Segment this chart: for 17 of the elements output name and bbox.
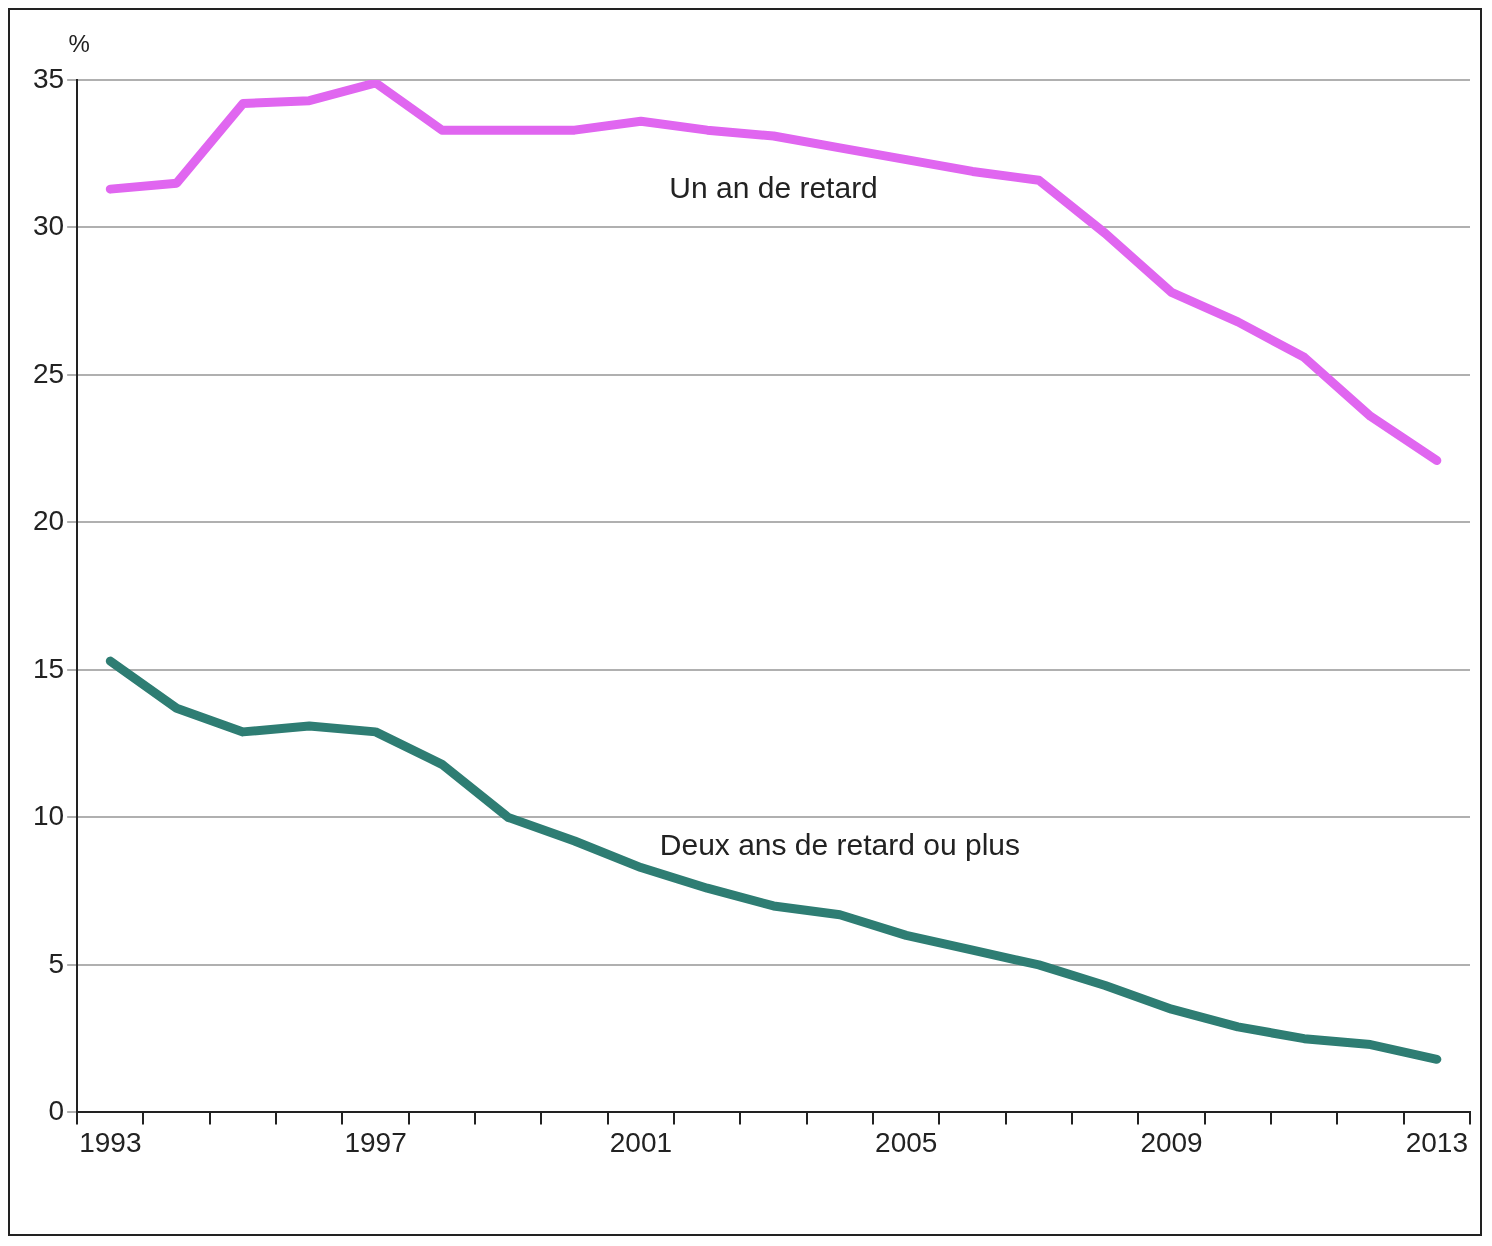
y-tick-label: 10 bbox=[32, 800, 65, 832]
y-axis-title: % bbox=[68, 30, 90, 57]
x-tick-label: 2009 bbox=[1140, 1126, 1203, 1158]
y-tick-label: 15 bbox=[32, 652, 65, 684]
y-tick-label: 25 bbox=[32, 357, 65, 389]
x-tick-label: 2001 bbox=[609, 1126, 673, 1158]
x-tick-label: 2013 bbox=[1405, 1126, 1468, 1158]
y-tick-label: 35 bbox=[32, 62, 65, 94]
y-tick-label: 30 bbox=[32, 210, 65, 242]
x-tick-label: 1993 bbox=[79, 1126, 142, 1158]
series-label: Deux ans de retard ou plus bbox=[659, 827, 1021, 861]
series-label: Un an de retard bbox=[669, 171, 878, 205]
x-tick-label: 1997 bbox=[344, 1126, 407, 1158]
x-tick-label: 2005 bbox=[875, 1126, 938, 1158]
y-tick-label: 5 bbox=[48, 947, 65, 979]
y-tick-label: 0 bbox=[48, 1095, 65, 1127]
y-tick-label: 20 bbox=[32, 505, 65, 537]
